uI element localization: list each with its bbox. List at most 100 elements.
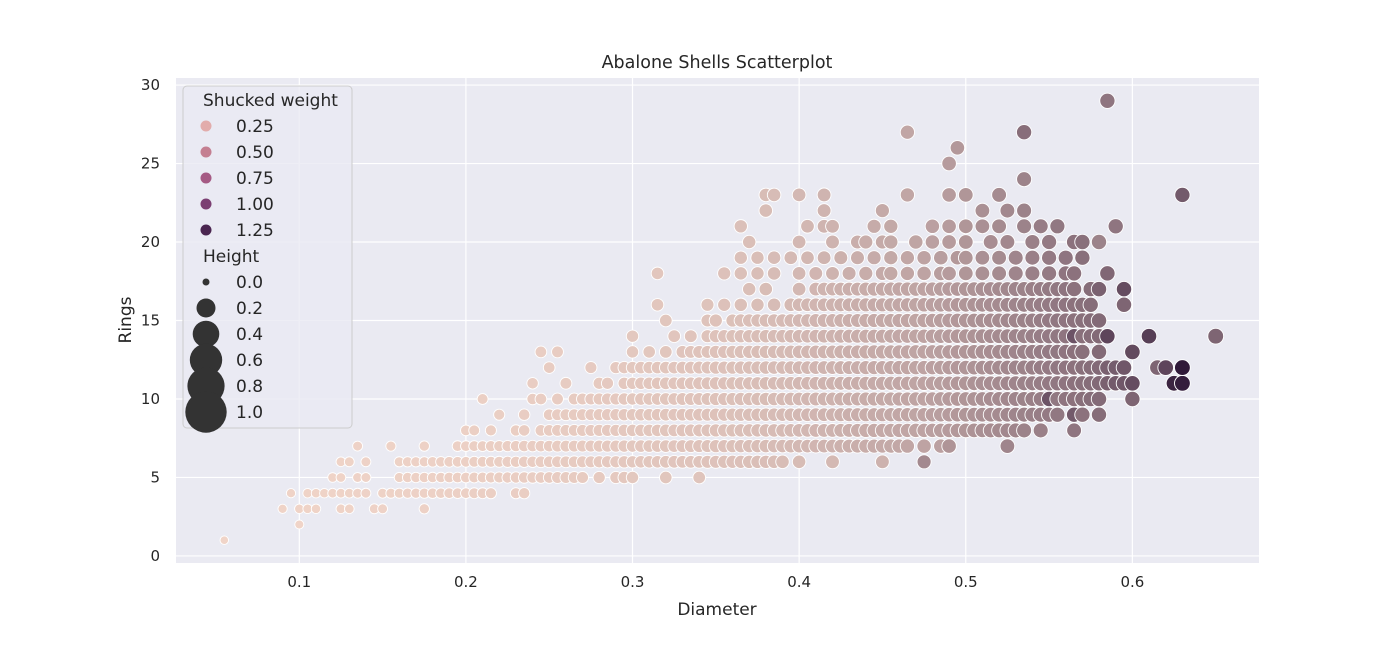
data-point (800, 250, 815, 265)
data-point (958, 234, 974, 250)
data-point (344, 503, 355, 515)
legend: Shucked weight 0.25 0.50 0.75 1.00 1.25 Heig… (182, 85, 353, 433)
y-ticks: 0 5 10 15 20 25 30 (141, 76, 160, 565)
data-point (1016, 202, 1033, 219)
data-point (916, 454, 932, 470)
y-tick-label: 15 (141, 312, 160, 330)
data-point (908, 234, 924, 250)
data-point (1066, 281, 1083, 298)
data-point (1041, 233, 1058, 251)
data-point (625, 345, 640, 359)
data-point (991, 187, 1007, 203)
data-point (277, 503, 288, 514)
data-point (958, 249, 974, 266)
x-tick-label: 0.5 (954, 573, 978, 591)
data-point (1107, 218, 1124, 235)
data-point (667, 329, 682, 344)
data-point (1007, 265, 1024, 282)
y-tick-label: 10 (141, 390, 160, 408)
data-point (352, 440, 363, 452)
data-point (916, 265, 932, 282)
data-point (650, 298, 665, 312)
data-point (825, 454, 840, 470)
data-point (766, 250, 782, 265)
data-point (1099, 265, 1116, 282)
data-point (1124, 390, 1141, 408)
data-point (899, 187, 915, 203)
legend-size-label: 1.0 (236, 403, 263, 423)
legend-size-marker (196, 298, 216, 318)
legend-box (182, 85, 353, 429)
data-point (377, 503, 388, 515)
legend-hue-label: 0.25 (236, 117, 274, 137)
data-point (526, 377, 539, 390)
points (219, 92, 1225, 545)
data-point (899, 250, 915, 266)
data-point (310, 503, 322, 514)
data-point (692, 470, 707, 485)
data-point (418, 440, 430, 452)
data-point (1032, 218, 1049, 235)
data-point (825, 266, 840, 281)
data-point (991, 265, 1007, 282)
y-tick-label: 0 (150, 547, 160, 565)
data-point (659, 470, 673, 485)
data-point (1174, 186, 1191, 203)
x-ticks: 0.1 0.2 0.3 0.4 0.5 0.6 (287, 573, 1144, 591)
data-point (1049, 406, 1066, 423)
data-point (999, 438, 1016, 454)
data-point (650, 266, 665, 281)
data-point (733, 219, 748, 234)
legend-size-label: 0.6 (236, 351, 263, 371)
data-point (750, 250, 765, 265)
data-point (941, 187, 957, 203)
data-point (1090, 312, 1108, 329)
data-point (584, 361, 598, 375)
data-point (991, 249, 1007, 266)
data-point (1124, 343, 1141, 361)
data-point (294, 519, 305, 530)
data-point (1115, 296, 1133, 313)
legend-size-label: 0.4 (236, 325, 263, 345)
data-point (1066, 422, 1082, 439)
data-point (360, 487, 372, 499)
data-point (1016, 124, 1033, 141)
data-point (974, 265, 991, 282)
data-point (958, 187, 974, 203)
data-point (385, 440, 397, 452)
data-point (468, 424, 481, 437)
data-point (683, 329, 698, 344)
data-point (775, 454, 790, 469)
data-point (1057, 249, 1074, 266)
data-point (766, 297, 782, 312)
data-point (1140, 327, 1158, 345)
data-point (742, 234, 757, 250)
data-point (899, 265, 915, 281)
data-point (1049, 218, 1066, 235)
data-point (899, 124, 915, 140)
x-tick-label: 0.1 (287, 573, 311, 591)
legend-size-marker (189, 343, 223, 377)
legend-size-items: 0.0 0.2 0.4 0.6 0.8 1.0 (185, 273, 263, 433)
legend-hue-label: 1.00 (236, 195, 274, 215)
data-point (974, 202, 991, 219)
data-point (219, 535, 230, 545)
legend-size-marker (185, 391, 227, 433)
data-point (1090, 406, 1108, 423)
legend-size-title: Height (203, 247, 260, 267)
data-point (816, 250, 832, 266)
data-point (766, 266, 782, 281)
data-point (551, 392, 564, 406)
data-point (941, 265, 957, 282)
data-point (982, 234, 999, 250)
data-point (534, 345, 548, 359)
data-point (1024, 265, 1041, 282)
data-point (883, 218, 899, 234)
data-point (1066, 265, 1083, 282)
data-point (1082, 296, 1099, 313)
data-point (916, 438, 932, 454)
data-point (816, 203, 832, 218)
data-point (476, 393, 489, 405)
data-point (1090, 233, 1108, 251)
legend-size-label: 0.0 (236, 273, 263, 293)
